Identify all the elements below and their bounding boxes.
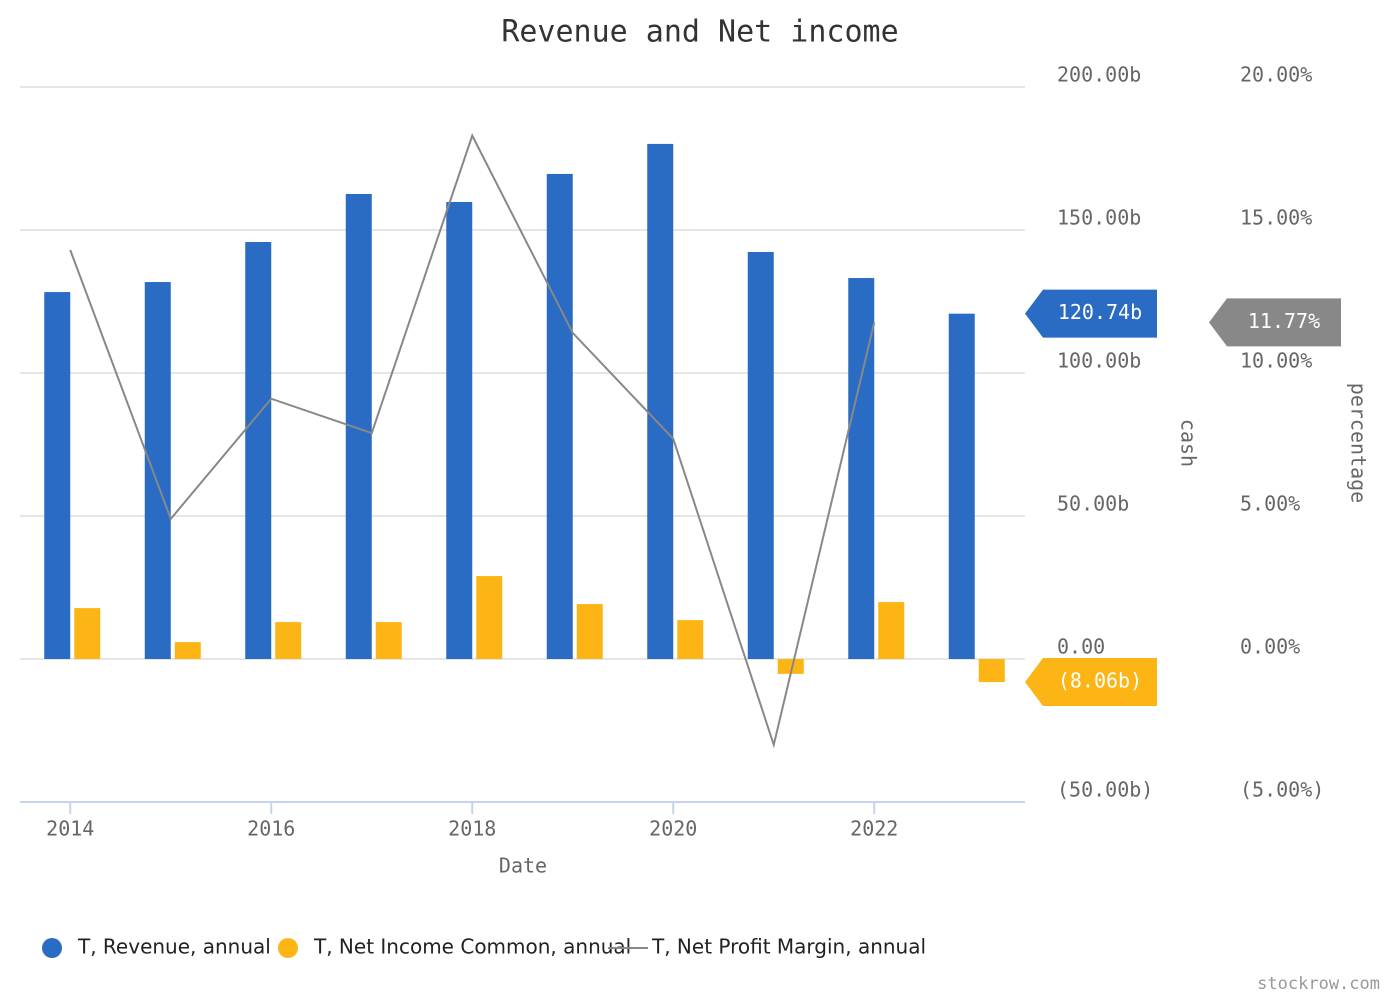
watermark: stockrow.com [1257, 974, 1380, 994]
value-badge [1209, 298, 1341, 347]
bar [546, 173, 573, 659]
y-axis-label: cash [1177, 419, 1201, 467]
value-badge-label: (8.06b) [1058, 669, 1142, 693]
value-badge [1025, 658, 1157, 707]
bar [777, 659, 804, 674]
bar [144, 282, 171, 659]
bar [44, 292, 71, 659]
bar [878, 602, 905, 659]
value-badge [1025, 289, 1157, 338]
x-tick-label: 2016 [247, 817, 295, 841]
value-badge-label: 120.74b [1058, 300, 1142, 324]
bar [476, 576, 503, 659]
legend-label: T, Net Income Common, annual [313, 935, 631, 959]
bar [677, 620, 704, 659]
bar [948, 313, 975, 659]
y-tick-label: 200.00b [1057, 63, 1141, 87]
bar [747, 252, 774, 659]
x-axis-label: Date [499, 854, 547, 878]
y2-tick-label: 10.00% [1240, 349, 1312, 373]
legend-label: T, Net Profit Margin, annual [651, 935, 926, 959]
x-tick-label: 2014 [46, 817, 94, 841]
y2-tick-label: 15.00% [1240, 206, 1312, 230]
legend-label: T, Revenue, annual [77, 935, 271, 959]
legend-marker [42, 938, 62, 958]
y2-axis-label: percentage [1347, 383, 1371, 503]
x-tick-label: 2018 [448, 817, 496, 841]
y2-tick-label: 5.00% [1240, 492, 1300, 516]
x-tick-label: 2020 [649, 817, 697, 841]
bar [245, 242, 272, 659]
y-tick-label: 0.00 [1057, 635, 1105, 659]
chart-title: Revenue and Net income [501, 15, 898, 50]
bar [978, 659, 1005, 683]
y-tick-label: 50.00b [1057, 492, 1129, 516]
y2-tick-label: 20.00% [1240, 63, 1312, 87]
line [69, 133, 876, 749]
bar [375, 622, 402, 659]
bar [647, 143, 674, 659]
y2-tick-label: (5.00%) [1240, 778, 1324, 802]
value-badge-label: 11.77% [1248, 309, 1320, 333]
bar [576, 604, 603, 659]
legend-marker [278, 938, 298, 958]
y-tick-label: 150.00b [1057, 206, 1141, 230]
x-tick-label: 2022 [850, 817, 898, 841]
y2-tick-label: 0.00% [1240, 635, 1300, 659]
bar [74, 608, 101, 659]
bar [275, 622, 302, 659]
y-tick-label: (50.00b) [1057, 778, 1153, 802]
bar [174, 642, 201, 659]
y-tick-label: 100.00b [1057, 349, 1141, 373]
bar [446, 201, 473, 660]
